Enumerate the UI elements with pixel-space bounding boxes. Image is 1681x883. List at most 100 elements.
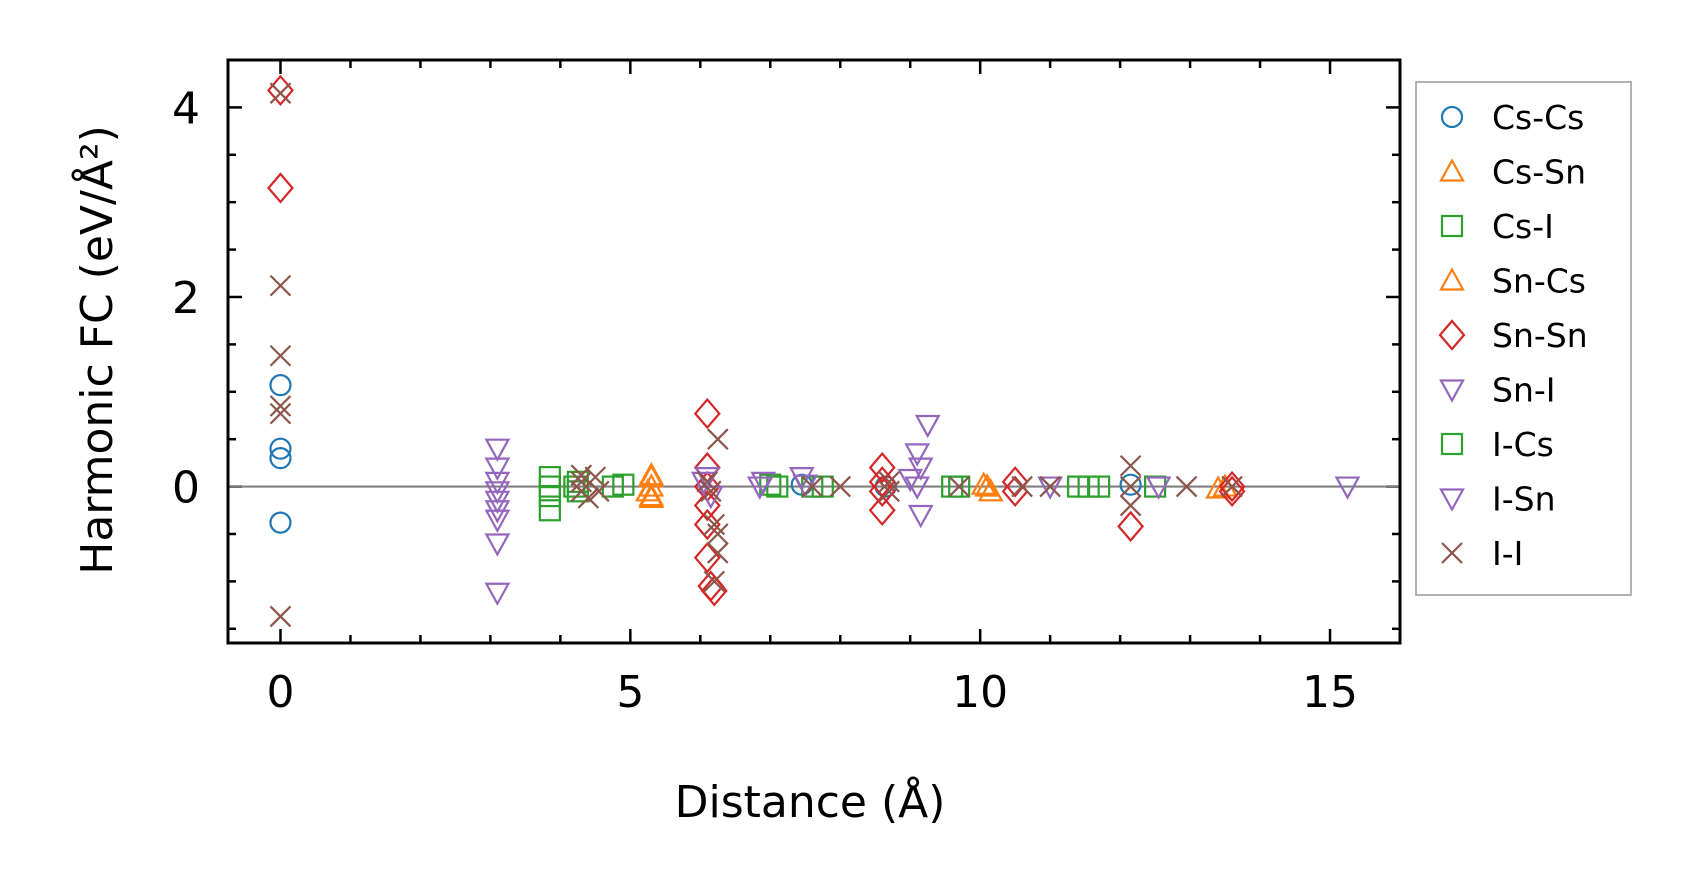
legend-marker (1439, 488, 1465, 512)
point-sn-sn (1218, 475, 1246, 508)
legend-item-sn-i: Sn-I (1439, 371, 1556, 410)
point-sn-i (907, 457, 934, 481)
point-i-sn (1145, 476, 1172, 500)
series-cs-i (538, 466, 1167, 522)
point-i-i (269, 395, 292, 417)
point-i-i (269, 344, 292, 367)
point-i-i (948, 475, 970, 498)
point-i-i (703, 570, 726, 593)
point-i-sn (897, 468, 924, 493)
point-i-i (570, 471, 593, 493)
series-sn-sn (267, 74, 1246, 607)
plot-frame (226, 58, 1402, 645)
legend-label: Sn-Cs (1492, 262, 1586, 301)
legend-label: Sn-I (1492, 371, 1556, 410)
point-sn-i (484, 582, 511, 607)
point-sn-sn (693, 397, 721, 430)
point-cs-cs (269, 437, 292, 460)
x-tick-label: 0 (266, 667, 294, 718)
legend-item-i-i: I-I (1441, 534, 1523, 573)
legend-marker (1438, 319, 1466, 351)
legend-marker (1440, 432, 1464, 456)
tick-labels: 0 5 10 15 0 2 4 (172, 83, 1358, 718)
point-i-i (829, 475, 852, 498)
point-i-i (707, 542, 729, 564)
point-i-i (707, 523, 729, 545)
point-cs-sn (977, 478, 1004, 502)
point-sn-sn (693, 541, 721, 574)
y-axis-label: Harmonic FC (eV/Å²) (70, 125, 123, 575)
legend-marker (1441, 542, 1463, 564)
y-tick-label: 4 (172, 83, 200, 134)
point-sn-sn (693, 508, 721, 541)
point-i-i (584, 466, 607, 488)
point-sn-sn (868, 451, 896, 484)
point-i-i (707, 428, 729, 450)
point-i-i (1039, 475, 1061, 498)
point-sn-sn (1117, 510, 1145, 543)
point-i-i (269, 274, 292, 297)
x-tick-label: 10 (952, 667, 1008, 718)
x-axis-label: Distance (Å) (675, 775, 946, 828)
point-cs-i (538, 484, 561, 508)
legend-item-i-sn: I-Sn (1439, 480, 1556, 519)
point-i-i (878, 471, 900, 493)
point-sn-sn (868, 475, 896, 508)
legend-item-sn-sn: Sn-Sn (1438, 316, 1588, 355)
point-i-i (588, 480, 610, 503)
series-i-i (269, 82, 1243, 628)
legend-marker (1439, 379, 1465, 403)
point-i-i (700, 480, 722, 503)
point-i-i (1175, 475, 1198, 498)
point-sn-i (484, 509, 511, 534)
point-i-i (269, 605, 292, 628)
point-i-i (269, 82, 292, 104)
point-cs-i (538, 499, 561, 522)
point-sn-i (904, 443, 931, 467)
legend-label: I-Sn (1492, 480, 1556, 519)
legend-label: I-Cs (1492, 425, 1554, 464)
legend-item-cs-i: Cs-I (1440, 207, 1554, 246)
point-i-i (1011, 475, 1033, 498)
point-i-i (1221, 475, 1243, 498)
point-sn-cs (638, 461, 665, 486)
legend: Cs-Cs Cs-Sn Cs-I Sn-Cs Sn-Sn Sn-I I-Cs I-Sn I-I (1415, 81, 1632, 596)
point-sn-i (914, 414, 941, 439)
point-i-cs (941, 475, 964, 498)
x-tick-label: 5 (616, 667, 644, 718)
point-sn-cs (970, 471, 997, 495)
legend-label: I-I (1492, 534, 1523, 573)
point-i-cs (563, 475, 586, 498)
point-i-cs (766, 475, 789, 498)
point-sn-i (484, 533, 511, 557)
legend-item-cs-sn: Cs-Sn (1439, 153, 1586, 192)
point-i-sn (1037, 476, 1064, 500)
y-tick-label: 0 (172, 463, 200, 514)
legend-label: Sn-Sn (1492, 316, 1588, 355)
point-cs-cs (269, 511, 292, 534)
point-sn-i (907, 504, 934, 529)
y-tick-label: 2 (172, 273, 200, 324)
data-points (267, 74, 1361, 628)
point-cs-cs (1119, 473, 1142, 496)
point-i-i (577, 487, 600, 509)
legend-marker (1439, 267, 1465, 291)
axis-ticks (228, 58, 1402, 643)
legend-label: Cs-Cs (1492, 98, 1584, 137)
legend-label: Cs-Sn (1492, 153, 1586, 192)
series-i-cs (563, 475, 1100, 498)
point-sn-sn (1001, 466, 1029, 498)
point-sn-sn (1001, 475, 1029, 508)
point-sn-cs (638, 484, 665, 509)
legend-marker (1440, 214, 1464, 238)
point-i-i (269, 402, 292, 425)
point-i-i (1119, 454, 1142, 477)
point-i-cs (1077, 475, 1100, 498)
legend-marker (1439, 158, 1465, 182)
point-sn-sn (868, 494, 896, 526)
series-cs-cs (269, 374, 1142, 534)
point-sn-sn (1218, 470, 1246, 503)
point-sn-i (484, 438, 511, 462)
legend-marker (1440, 105, 1464, 129)
